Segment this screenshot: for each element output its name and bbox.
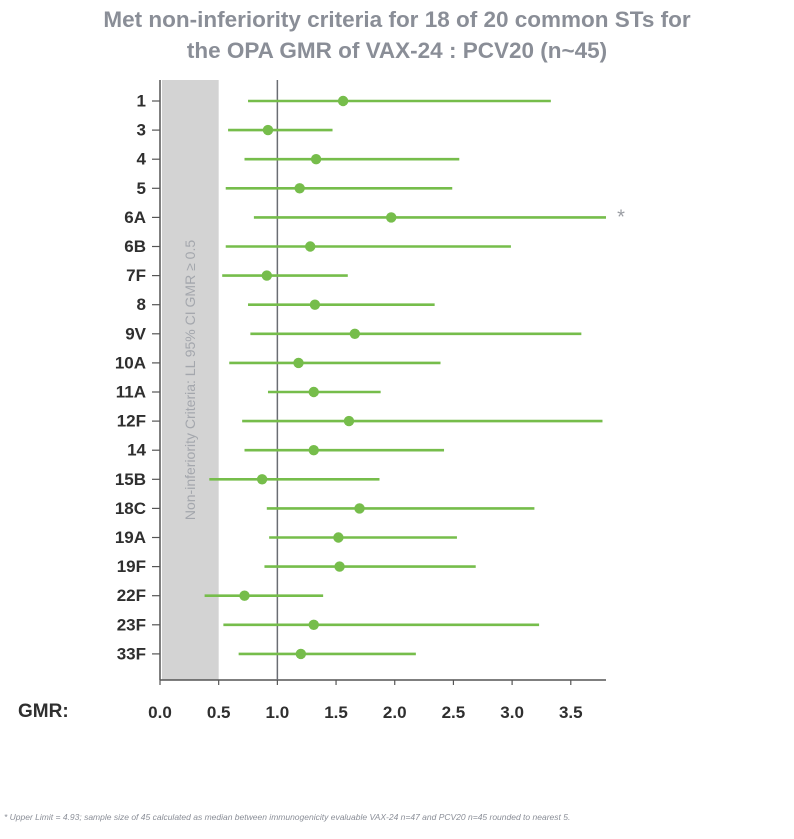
footnote: * Upper Limit = 4.93; sample size of 45 …: [4, 812, 571, 822]
x-tick-label: 2.5: [442, 703, 466, 722]
row-label: 33F: [117, 644, 146, 663]
gmr-point: [354, 503, 365, 514]
row-label: 19A: [115, 528, 146, 547]
x-tick-label: 2.0: [383, 703, 407, 722]
chart-title-line-2: the OPA GMR of VAX-24 : PCV20 (n~45): [186, 38, 608, 63]
gmr-point: [293, 357, 304, 369]
gmr-point: [308, 386, 319, 398]
x-tick-label: 0.0: [148, 703, 172, 722]
gmr-point: [294, 183, 305, 194]
chart-title-line-1: Met non-inferiority criteria for 18 of 2…: [103, 7, 691, 32]
gmr-point: [309, 299, 321, 310]
gmr-point: [337, 95, 349, 107]
gmr-point: [333, 532, 344, 543]
row-label: 4: [137, 150, 147, 169]
row-label: 6A: [124, 208, 146, 227]
row-label: 14: [127, 441, 146, 460]
row-label: 6B: [124, 237, 146, 256]
gmr-point: [295, 648, 307, 660]
row-label: 3: [137, 121, 146, 140]
row-label: 1: [137, 92, 146, 111]
row-label: 9V: [125, 324, 146, 343]
row-label: 5: [137, 179, 146, 198]
gmr-point: [334, 561, 345, 572]
x-axis-label: GMR:: [18, 701, 69, 722]
ci-note-marker: *: [617, 206, 625, 228]
row-label: 10A: [115, 353, 146, 372]
row-label: 23F: [117, 615, 146, 634]
row-label: 22F: [117, 586, 146, 605]
gmr-point: [349, 328, 361, 339]
row-label: 7F: [126, 266, 146, 285]
x-tick-label: 1.0: [266, 703, 290, 722]
noninferiority-region-label: Non-inferiority Criteria: LL 95% CI GMR …: [182, 240, 198, 520]
gmr-point: [261, 270, 273, 281]
row-label: 19F: [117, 557, 146, 576]
x-tick-label: 0.5: [207, 703, 231, 722]
gmr-point: [239, 590, 250, 601]
row-label: 8: [137, 295, 146, 314]
gmr-point: [305, 241, 316, 252]
gmr-point: [386, 212, 397, 223]
row-label: 18C: [115, 499, 146, 518]
gmr-point: [308, 619, 319, 630]
row-label: 15B: [115, 470, 146, 489]
x-tick-label: 3.0: [500, 703, 524, 722]
x-tick-label: 1.5: [324, 703, 348, 722]
gmr-point: [308, 445, 319, 456]
gmr-point: [343, 415, 355, 427]
chart-title: Met non-inferiority criteria for 18 of 2…: [0, 4, 794, 66]
row-label: 12F: [117, 412, 146, 431]
gmr-point: [256, 474, 268, 485]
noninferiority-region: [162, 80, 219, 680]
gmr-point: [262, 124, 274, 136]
x-tick-label: 3.5: [559, 703, 583, 722]
gmr-point: [310, 154, 322, 165]
row-label: 11A: [116, 383, 146, 402]
